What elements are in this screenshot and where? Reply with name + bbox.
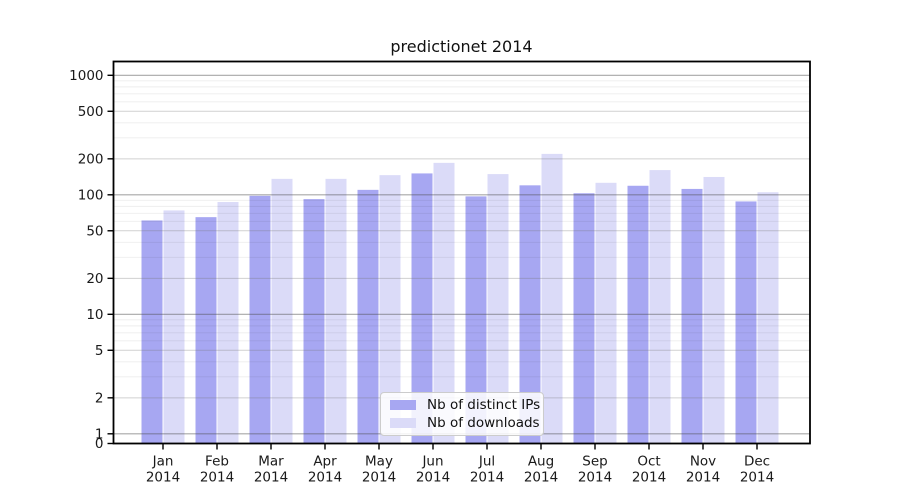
bar-ips-jan — [141, 220, 163, 444]
x-tick-label-month: Apr — [313, 454, 337, 470]
y-tick-label: 200 — [78, 151, 104, 167]
bar-downloads-oct — [649, 170, 671, 444]
y-tick-label: 500 — [78, 104, 104, 120]
x-tick-label-year: 2014 — [578, 470, 612, 486]
x-tick-label-year: 2014 — [362, 470, 396, 486]
x-tick-label-year: 2014 — [740, 470, 774, 486]
x-tick-label-month: May — [365, 454, 393, 470]
bar-downloads-feb — [217, 202, 239, 444]
y-tick-label: 10 — [86, 307, 103, 323]
x-tick-label-month: Mar — [258, 454, 284, 470]
plot-frame — [112, 60, 811, 445]
bar-ips-jul — [465, 196, 487, 444]
x-tick-label-year: 2014 — [470, 470, 504, 486]
bar-downloads-dec — [757, 192, 779, 444]
bar-downloads-sep — [595, 182, 617, 444]
y-tick-label: 50 — [86, 223, 103, 239]
bar-ips-mar — [249, 195, 271, 444]
bar-ips-feb — [195, 217, 217, 444]
y-tick-label: 2 — [95, 390, 104, 406]
x-tick-label-year: 2014 — [146, 470, 180, 486]
chart-title: predictionet 2014 — [390, 37, 533, 56]
legend-swatch-distinct-ips — [390, 399, 416, 411]
legend-label-downloads: Nb of downloads — [427, 415, 540, 431]
bar-downloads-jun — [433, 162, 455, 444]
x-tick-label-year: 2014 — [686, 470, 720, 486]
bar-ips-sep — [573, 193, 595, 444]
bar-downloads-mar — [271, 178, 293, 444]
bar-downloads-jul — [487, 174, 509, 444]
bar-downloads-aug — [541, 153, 563, 444]
x-tick-label-month: Jul — [478, 454, 495, 470]
x-tick-label-month: Oct — [637, 454, 660, 470]
x-tick-label-month: Feb — [205, 454, 229, 470]
x-tick-label-year: 2014 — [308, 470, 342, 486]
bar-ips-may — [357, 189, 379, 444]
y-tick-label: 1 — [95, 426, 104, 442]
legend-label-distinct-ips: Nb of distinct IPs — [427, 397, 541, 413]
x-tick-label-year: 2014 — [254, 470, 288, 486]
bar-downloads-may — [379, 175, 401, 444]
legend: Nb of distinct IPs Nb of downloads — [380, 392, 544, 436]
x-tick-label-year: 2014 — [200, 470, 234, 486]
y-tick-label: 5 — [95, 343, 104, 359]
x-tick-label-year: 2014 — [632, 470, 666, 486]
bar-downloads-jan — [163, 210, 185, 444]
x-tick-label-month: Jan — [152, 454, 174, 470]
bar-ips-apr — [303, 199, 325, 444]
bar-ips-nov — [681, 188, 703, 444]
x-tick-label-year: 2014 — [524, 470, 558, 486]
legend-item-distinct-ips: Nb of distinct IPs — [390, 397, 540, 413]
bar-ips-dec — [735, 201, 757, 444]
bar-downloads-nov — [703, 176, 725, 444]
y-tick-label: 1000 — [69, 68, 103, 84]
x-tick-label-month: Dec — [744, 454, 770, 470]
x-tick-label-month: Aug — [528, 454, 554, 470]
legend-item-downloads: Nb of downloads — [390, 415, 540, 431]
x-tick-label-year: 2014 — [416, 470, 450, 486]
x-tick-label-month: Nov — [690, 454, 716, 470]
x-tick-label-month: Jun — [421, 454, 443, 470]
bar-downloads-apr — [325, 178, 347, 444]
y-tick-label: 20 — [86, 271, 103, 287]
bar-ips-jun — [411, 173, 433, 444]
x-tick-label-month: Sep — [582, 454, 607, 470]
y-tick-label: 100 — [78, 187, 104, 203]
y-tick-label: 0 — [95, 436, 104, 452]
legend-swatch-downloads — [390, 417, 416, 429]
